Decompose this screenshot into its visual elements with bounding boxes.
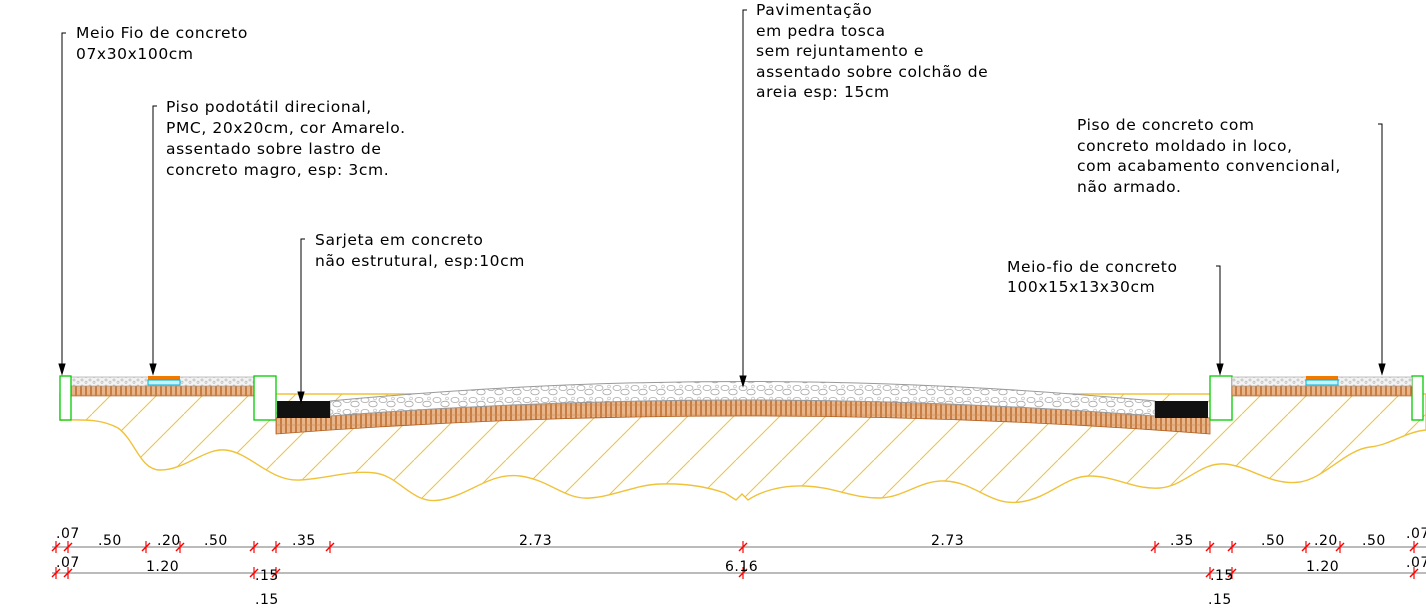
- label-piso-concreto: Piso de concreto com concreto moldado in…: [1077, 116, 1346, 196]
- tactile-base-left: [147, 379, 181, 386]
- gutter-left: [277, 401, 330, 418]
- dim-row2-2: .15: [255, 568, 279, 584]
- curb-right-outer: [1411, 375, 1424, 421]
- dim-row1-2: .20: [157, 533, 181, 549]
- dim-row1-8: .50: [1261, 533, 1285, 549]
- tactile-tile-right: [1306, 376, 1338, 380]
- label-pavimentacao: Pavimentação em pedra tosca sem rejuntam…: [756, 1, 994, 101]
- dim-row1-5: 2.73: [519, 533, 552, 549]
- dim-row1-10: .50: [1362, 533, 1386, 549]
- dim-row1-6: 2.73: [931, 533, 964, 549]
- dim-row1-1: .50: [98, 533, 122, 549]
- curb-left-inner: [253, 375, 277, 421]
- dim-row3-1: .15: [1208, 592, 1232, 608]
- curb-right-inner: [1209, 375, 1233, 421]
- dim-row1-0: .07: [56, 526, 80, 542]
- curb-left-outer: [59, 375, 72, 421]
- label-sarjeta: Sarjeta em concreto não estrutural, esp:…: [315, 231, 525, 270]
- dim-row3-0: .15: [255, 592, 279, 608]
- tactile-tile-left: [148, 376, 180, 380]
- label-meio-fio-right: Meio-fio de concreto 100x15x13x30cm: [1007, 258, 1183, 296]
- sidewalk-right: [1231, 376, 1413, 397]
- label-meio-fio-left: Meio Fio de concreto 07x30x100cm: [76, 24, 253, 63]
- label-piso-podotatil: Piso podotátil direcional, PMC, 20x20cm,…: [166, 98, 411, 179]
- dim-row2-6: .07: [1406, 555, 1426, 571]
- dim-row1-9: .20: [1314, 533, 1338, 549]
- dimension-row-1: .07 .50 .20 .50 .35 2.73 2.73 .35 .50 .2…: [56, 526, 1426, 549]
- sidewalk-left: [70, 376, 255, 397]
- dim-row1-4: .35: [292, 533, 316, 549]
- road-pavement: [275, 381, 1211, 435]
- dim-row2-5: 1.20: [1306, 559, 1339, 575]
- dim-row2-0: .07: [56, 555, 80, 571]
- dimension-row-2: .07 1.20 .15 6.16 .15 1.20 .07: [56, 555, 1426, 584]
- dim-row1-3: .50: [204, 533, 228, 549]
- dim-row1-11: .07: [1406, 526, 1426, 542]
- dim-row1-7: .35: [1170, 533, 1194, 549]
- dim-row2-4: .15: [1210, 568, 1234, 584]
- dim-row2-1: 1.20: [146, 559, 179, 575]
- tactile-base-right: [1305, 379, 1339, 386]
- dimension-lines: [52, 546, 1426, 574]
- gutter-right: [1155, 401, 1208, 418]
- leader-lines: [58, 9, 1386, 404]
- dimension-row-3: .15 .15: [255, 592, 1232, 608]
- dim-row2-3: 6.16: [725, 559, 758, 575]
- dimension-ticks: [51, 541, 1419, 579]
